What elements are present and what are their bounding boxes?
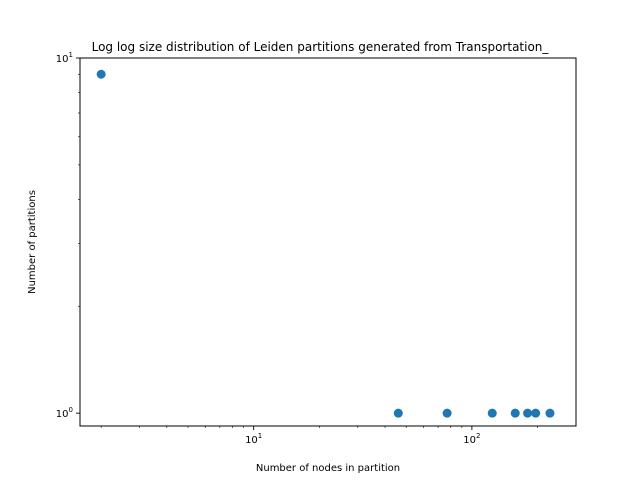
data-point (523, 408, 533, 418)
data-point (531, 408, 541, 418)
x-axis-label: Number of nodes in partition (256, 463, 400, 474)
data-point (393, 408, 403, 418)
y-axis-label: Number of partitions (27, 190, 38, 294)
data-points (96, 69, 555, 418)
data-point (510, 408, 520, 418)
y-tick-label: 101 (56, 51, 73, 65)
y-tick-label: 100 (56, 406, 73, 420)
axis-ticks: 101 102 100 101 (56, 51, 538, 446)
x-tick-label: 101 (245, 432, 262, 446)
data-point (545, 408, 555, 418)
chart-title: Log log size distribution of Leiden part… (92, 40, 550, 54)
data-point (442, 408, 452, 418)
data-point (96, 69, 106, 79)
plot-frame (79, 57, 577, 427)
x-tick-label: 102 (463, 432, 480, 446)
data-point (487, 408, 497, 418)
